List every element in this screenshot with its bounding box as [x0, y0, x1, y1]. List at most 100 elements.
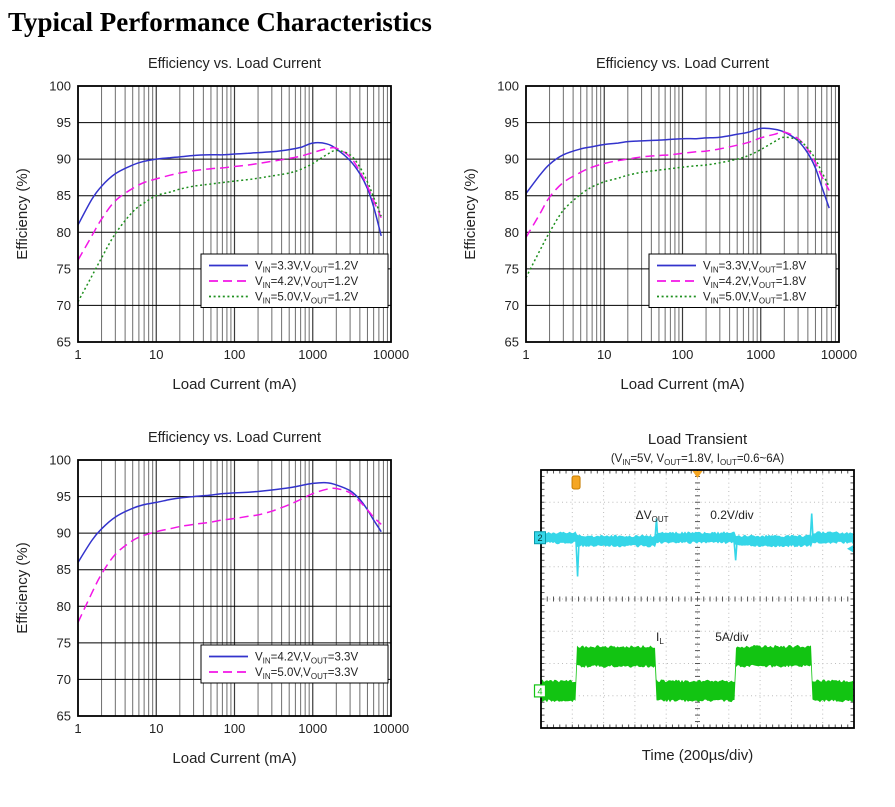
- y-tick-label: 95: [57, 115, 71, 130]
- page-title: Typical Performance Characteristics: [8, 7, 432, 37]
- y-tick-label: 80: [57, 225, 71, 240]
- x-tick-label: 1000: [298, 721, 327, 736]
- y-tick-label: 95: [505, 115, 519, 130]
- series-line-2: [525, 131, 830, 238]
- y-tick-label: 65: [57, 335, 71, 350]
- vout-trace: [541, 531, 853, 548]
- series-line-3: [525, 136, 830, 278]
- il-trace: [541, 644, 853, 703]
- y-tick-label: 100: [49, 453, 71, 468]
- chart-title: Efficiency vs. Load Current: [148, 430, 321, 446]
- series-line-1: [77, 481, 382, 563]
- x-tick-label: 10: [149, 721, 163, 736]
- y-tick-label: 80: [57, 599, 71, 614]
- legend-label-1: VIN=3.3V,VOUT=1.2V: [255, 261, 358, 275]
- scope-frame: [540, 469, 855, 729]
- y-tick-label: 85: [57, 562, 71, 577]
- legend-label-2: VIN=4.2V,VOUT=1.2V: [255, 276, 358, 290]
- legend-label-2: VIN=5.0V,VOUT=3.3V: [255, 667, 358, 681]
- series-line-1: [77, 142, 382, 237]
- chart-title: Efficiency vs. Load Current: [148, 56, 321, 72]
- y-tick-label: 75: [57, 261, 71, 276]
- y-tick-label: 65: [57, 709, 71, 724]
- series-line-2: [77, 487, 382, 623]
- channel-4-marker: [533, 684, 547, 698]
- legend-box: [200, 644, 389, 684]
- vout-up-spike: [654, 518, 659, 542]
- vout-down-spike: [733, 540, 738, 561]
- channel-2-label: 2: [537, 533, 542, 543]
- plot-frame: [77, 85, 392, 343]
- legend-label-1: VIN=4.2V,VOUT=3.3V: [255, 652, 358, 666]
- legend-label-3: VIN=5.0V,VOUT=1.2V: [255, 292, 358, 306]
- chart-efficiency-vout-1p8: VIN=3.3V,VOUT=1.8V VIN=4.2V,VOUT=1.8V VIN=…: [448, 46, 895, 420]
- y-tick-label: 75: [57, 635, 71, 650]
- x-tick-label: 100: [224, 721, 246, 736]
- channel-4-label: 4: [537, 686, 542, 696]
- delta-vout-label: ΔVOUT: [636, 508, 669, 524]
- trigger-flag-icon: [571, 475, 581, 490]
- y-tick-label: 70: [57, 672, 71, 687]
- vout-scale-label: 0.2V/div: [710, 508, 753, 522]
- x-axis-label: Load Current (mA): [620, 376, 744, 393]
- x-axis-label: Load Current (mA): [172, 750, 296, 767]
- legend-box: [200, 253, 389, 309]
- x-tick-label: 10000: [373, 721, 409, 736]
- x-axis-label: Load Current (mA): [172, 376, 296, 393]
- charts-grid: VIN=3.3V,VOUT=1.2V VIN=4.2V,VOUT=1.2V VIN=…: [0, 46, 895, 794]
- x-tick-label: 100: [672, 347, 694, 362]
- y-tick-label: 85: [505, 188, 519, 203]
- vout-down-spike: [575, 540, 580, 577]
- y-tick-label: 100: [49, 79, 71, 94]
- x-tick-label: 1000: [298, 347, 327, 362]
- chart-efficiency-vout-3p3: VIN=4.2V,VOUT=3.3V VIN=5.0V,VOUT=3.3V Effi…: [0, 420, 447, 794]
- legend-label-3: VIN=5.0V,VOUT=1.8V: [703, 292, 806, 306]
- x-tick-label: 10000: [821, 347, 857, 362]
- y-axis-label: Efficiency (%): [14, 168, 31, 259]
- x-tick-label: 1: [522, 347, 529, 362]
- x-tick-label: 1000: [746, 347, 775, 362]
- y-tick-label: 100: [497, 79, 519, 94]
- x-tick-label: 10: [149, 347, 163, 362]
- y-tick-label: 95: [57, 489, 71, 504]
- legend-label-2: VIN=4.2V,VOUT=1.8V: [703, 276, 806, 290]
- x-tick-label: 10: [597, 347, 611, 362]
- chart-efficiency-vout-1p2: VIN=3.3V,VOUT=1.2V VIN=4.2V,VOUT=1.2V VIN=…: [0, 46, 447, 420]
- il-label: IL: [656, 630, 664, 646]
- plot-frame: [525, 85, 840, 343]
- channel-2-marker: [534, 531, 546, 545]
- series-line-2: [77, 146, 382, 261]
- legend-box: [648, 253, 837, 309]
- legend-label-1: VIN=3.3V,VOUT=1.8V: [703, 261, 806, 275]
- y-tick-label: 80: [505, 225, 519, 240]
- scope-svg: 2 4 ΔVOUT 0.2V/div IL 5A/div Load Transient (VI…: [533, 431, 855, 764]
- chart-title: Load Transient: [648, 431, 748, 448]
- y-tick-label: 90: [57, 526, 71, 541]
- chart-subtitle: (VIN=5V, VOUT=1.8V, IOUT=0.6~6A): [611, 453, 784, 467]
- vout-up-spike: [809, 513, 814, 542]
- plot-frame: [77, 459, 392, 717]
- x-tick-label: 1: [74, 721, 81, 736]
- y-tick-label: 90: [505, 152, 519, 167]
- y-tick-label: 70: [505, 298, 519, 313]
- right-edge-marker-icon: [847, 545, 853, 553]
- x-tick-label: 100: [224, 347, 246, 362]
- x-tick-label: 1: [74, 347, 81, 362]
- y-tick-label: 65: [505, 335, 519, 350]
- il-scale-label: 5A/div: [715, 630, 748, 644]
- y-tick-label: 75: [505, 261, 519, 276]
- y-axis-label: Efficiency (%): [14, 542, 31, 633]
- chart-title: Efficiency vs. Load Current: [596, 56, 769, 72]
- x-tick-label: 10000: [373, 347, 409, 362]
- trigger-position-icon: [692, 471, 703, 479]
- series-line-3: [77, 149, 382, 303]
- y-tick-label: 70: [57, 298, 71, 313]
- time-axis-label: Time (200µs/div): [642, 747, 753, 764]
- chart-load-transient: 2 4 ΔVOUT 0.2V/div IL 5A/div Load Transient (VI…: [448, 420, 895, 794]
